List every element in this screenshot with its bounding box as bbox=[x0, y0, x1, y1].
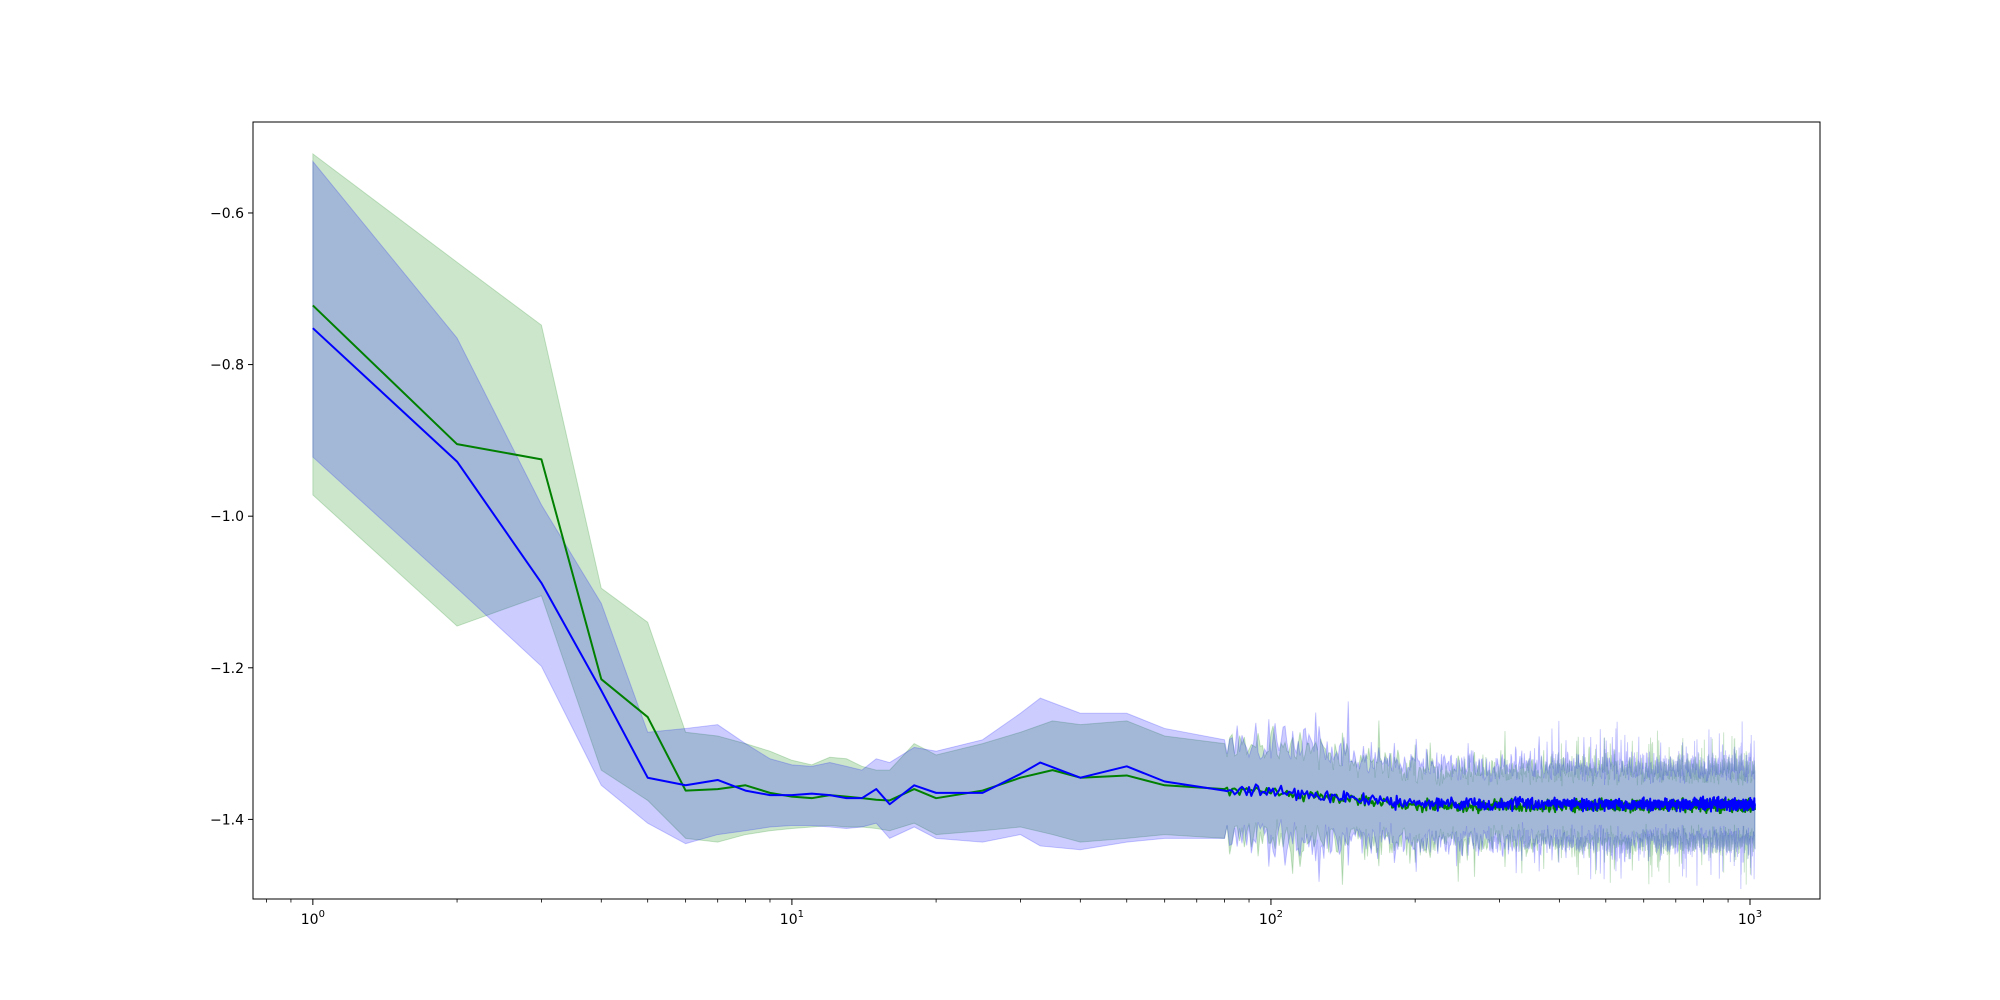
series-layer bbox=[312, 152, 1756, 890]
y-tick-label: −1.4 bbox=[210, 812, 244, 828]
x-tick-label: 100 bbox=[301, 909, 325, 928]
axes-layer: −0.6 −0.8 −1.0 −1.2 −1.4 100 101 102 103 bbox=[210, 121, 1821, 928]
y-tick-label: −1.2 bbox=[210, 661, 244, 677]
y-tick-label: −0.8 bbox=[210, 358, 244, 374]
y-tick-label: −0.6 bbox=[210, 206, 244, 222]
plot-area bbox=[253, 122, 1820, 899]
series-1-band bbox=[312, 152, 1756, 885]
x-tick-label: 102 bbox=[1259, 909, 1283, 928]
x-tick-label: 103 bbox=[1738, 909, 1762, 928]
y-tick-label: −1.0 bbox=[210, 509, 244, 525]
axes-frame bbox=[252, 121, 1821, 900]
plot-background bbox=[253, 122, 1820, 899]
series-2-band bbox=[312, 160, 1756, 890]
series-2-line bbox=[312, 327, 1756, 813]
x-tick-label: 101 bbox=[780, 909, 804, 928]
